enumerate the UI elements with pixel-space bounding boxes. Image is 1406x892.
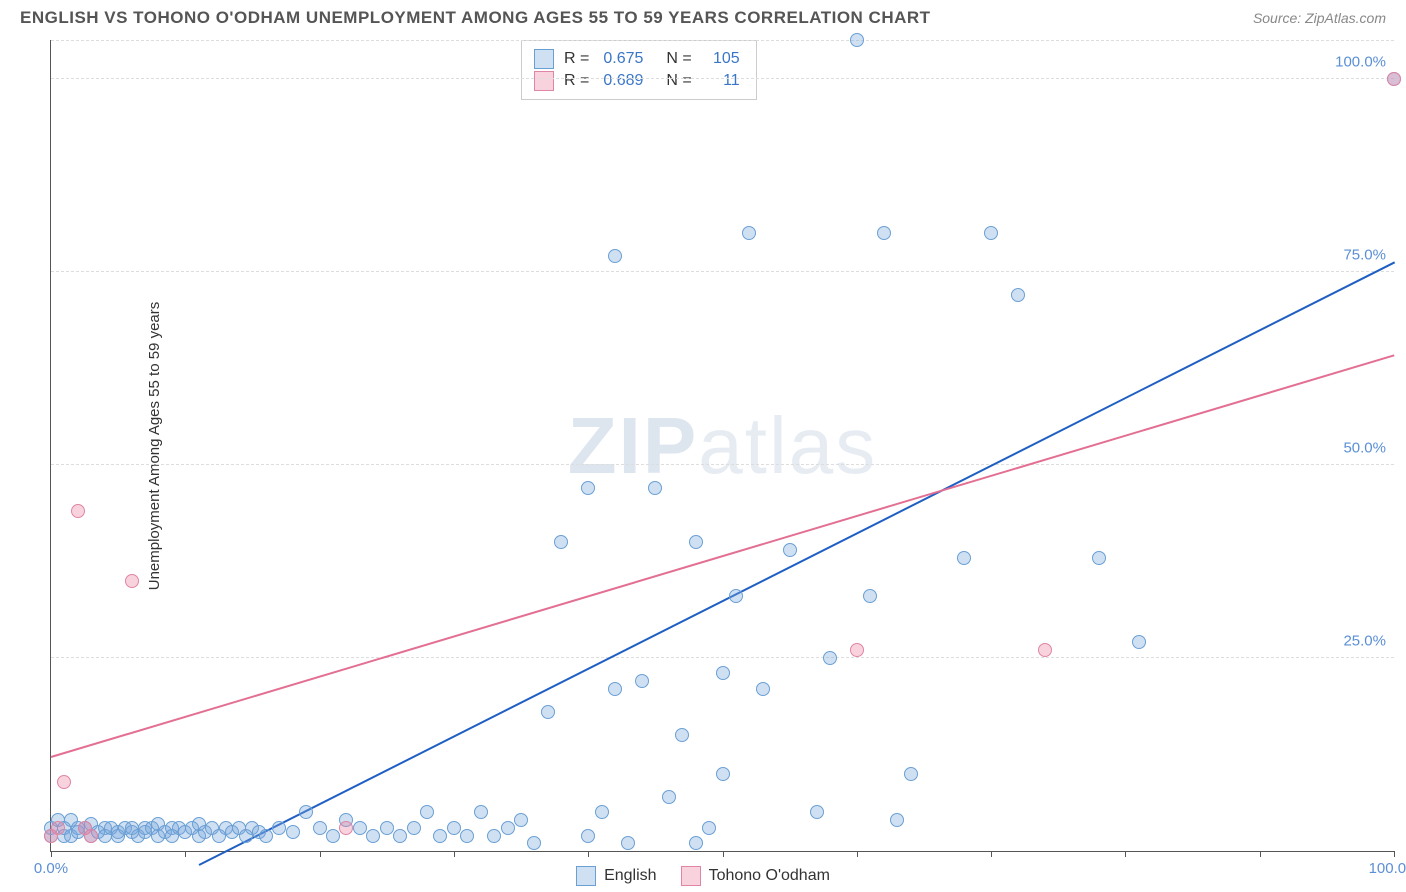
data-point [447, 821, 461, 835]
gridline [51, 40, 1394, 41]
data-point [635, 674, 649, 688]
data-point [259, 829, 273, 843]
legend-swatch [534, 71, 554, 91]
data-point [487, 829, 501, 843]
data-point [850, 33, 864, 47]
legend-row: R = 0.675 N = 105 [534, 49, 744, 69]
data-point [554, 535, 568, 549]
data-point [527, 836, 541, 850]
data-point [729, 589, 743, 603]
data-point [514, 813, 528, 827]
x-tick [185, 851, 186, 857]
data-point [608, 682, 622, 696]
source-label: Source: ZipAtlas.com [1253, 10, 1386, 26]
data-point [1011, 288, 1025, 302]
data-point [1038, 643, 1052, 657]
x-tick [723, 851, 724, 857]
page-title: ENGLISH VS TOHONO O'ODHAM UNEMPLOYMENT A… [20, 8, 931, 28]
gridline [51, 78, 1394, 79]
data-point [299, 805, 313, 819]
data-point [407, 821, 421, 835]
data-point [702, 821, 716, 835]
data-point [756, 682, 770, 696]
legend-row: R = 0.689 N = 11 [534, 71, 744, 91]
data-point [1387, 72, 1401, 86]
data-point [84, 829, 98, 843]
data-point [71, 504, 85, 518]
x-tick [857, 851, 858, 857]
data-point [474, 805, 488, 819]
data-point [1092, 551, 1106, 565]
data-point [433, 829, 447, 843]
gridline [51, 271, 1394, 272]
data-point [366, 829, 380, 843]
legend-item: Tohono O'odham [681, 866, 830, 886]
data-point [904, 767, 918, 781]
data-point [716, 767, 730, 781]
data-point [863, 589, 877, 603]
data-point [326, 829, 340, 843]
data-point [460, 829, 474, 843]
data-point [125, 574, 139, 588]
data-point [716, 666, 730, 680]
x-tick [51, 851, 52, 857]
x-tick [991, 851, 992, 857]
data-point [339, 821, 353, 835]
data-point [675, 728, 689, 742]
data-point [877, 226, 891, 240]
x-tick [454, 851, 455, 857]
data-point [420, 805, 434, 819]
data-point [1132, 635, 1146, 649]
legend-swatch [534, 49, 554, 69]
data-point [810, 805, 824, 819]
legend-swatch [681, 866, 701, 886]
data-point [272, 821, 286, 835]
scatter-chart: ZIPatlas R = 0.675 N = 105R = 0.689 N = … [50, 40, 1394, 852]
data-point [380, 821, 394, 835]
data-point [286, 825, 300, 839]
trend-line [198, 262, 1394, 866]
y-tick-label: 100.0% [1335, 53, 1386, 70]
data-point [823, 651, 837, 665]
data-point [57, 775, 71, 789]
data-point [689, 836, 703, 850]
y-tick-label: 50.0% [1343, 439, 1386, 456]
x-tick [1125, 851, 1126, 857]
y-tick-label: 75.0% [1343, 246, 1386, 263]
data-point [313, 821, 327, 835]
data-point [393, 829, 407, 843]
data-point [595, 805, 609, 819]
data-point [783, 543, 797, 557]
data-point [662, 790, 676, 804]
data-point [501, 821, 515, 835]
legend-item: English [576, 866, 656, 886]
gridline [51, 464, 1394, 465]
data-point [581, 829, 595, 843]
x-tick [1260, 851, 1261, 857]
y-tick-label: 25.0% [1343, 632, 1386, 649]
data-point [51, 821, 65, 835]
trend-line [51, 355, 1395, 759]
x-tick [1394, 851, 1395, 857]
data-point [850, 643, 864, 657]
data-point [648, 481, 662, 495]
data-point [742, 226, 756, 240]
x-tick [320, 851, 321, 857]
correlation-legend: R = 0.675 N = 105R = 0.689 N = 11 [521, 40, 757, 100]
data-point [608, 249, 622, 263]
data-point [581, 481, 595, 495]
data-point [890, 813, 904, 827]
data-point [541, 705, 555, 719]
legend-swatch [576, 866, 596, 886]
data-point [689, 535, 703, 549]
watermark: ZIPatlas [568, 400, 877, 492]
data-point [957, 551, 971, 565]
gridline [51, 657, 1394, 658]
x-tick [588, 851, 589, 857]
data-point [353, 821, 367, 835]
data-point [621, 836, 635, 850]
series-legend: English Tohono O'odham [0, 866, 1406, 886]
data-point [984, 226, 998, 240]
